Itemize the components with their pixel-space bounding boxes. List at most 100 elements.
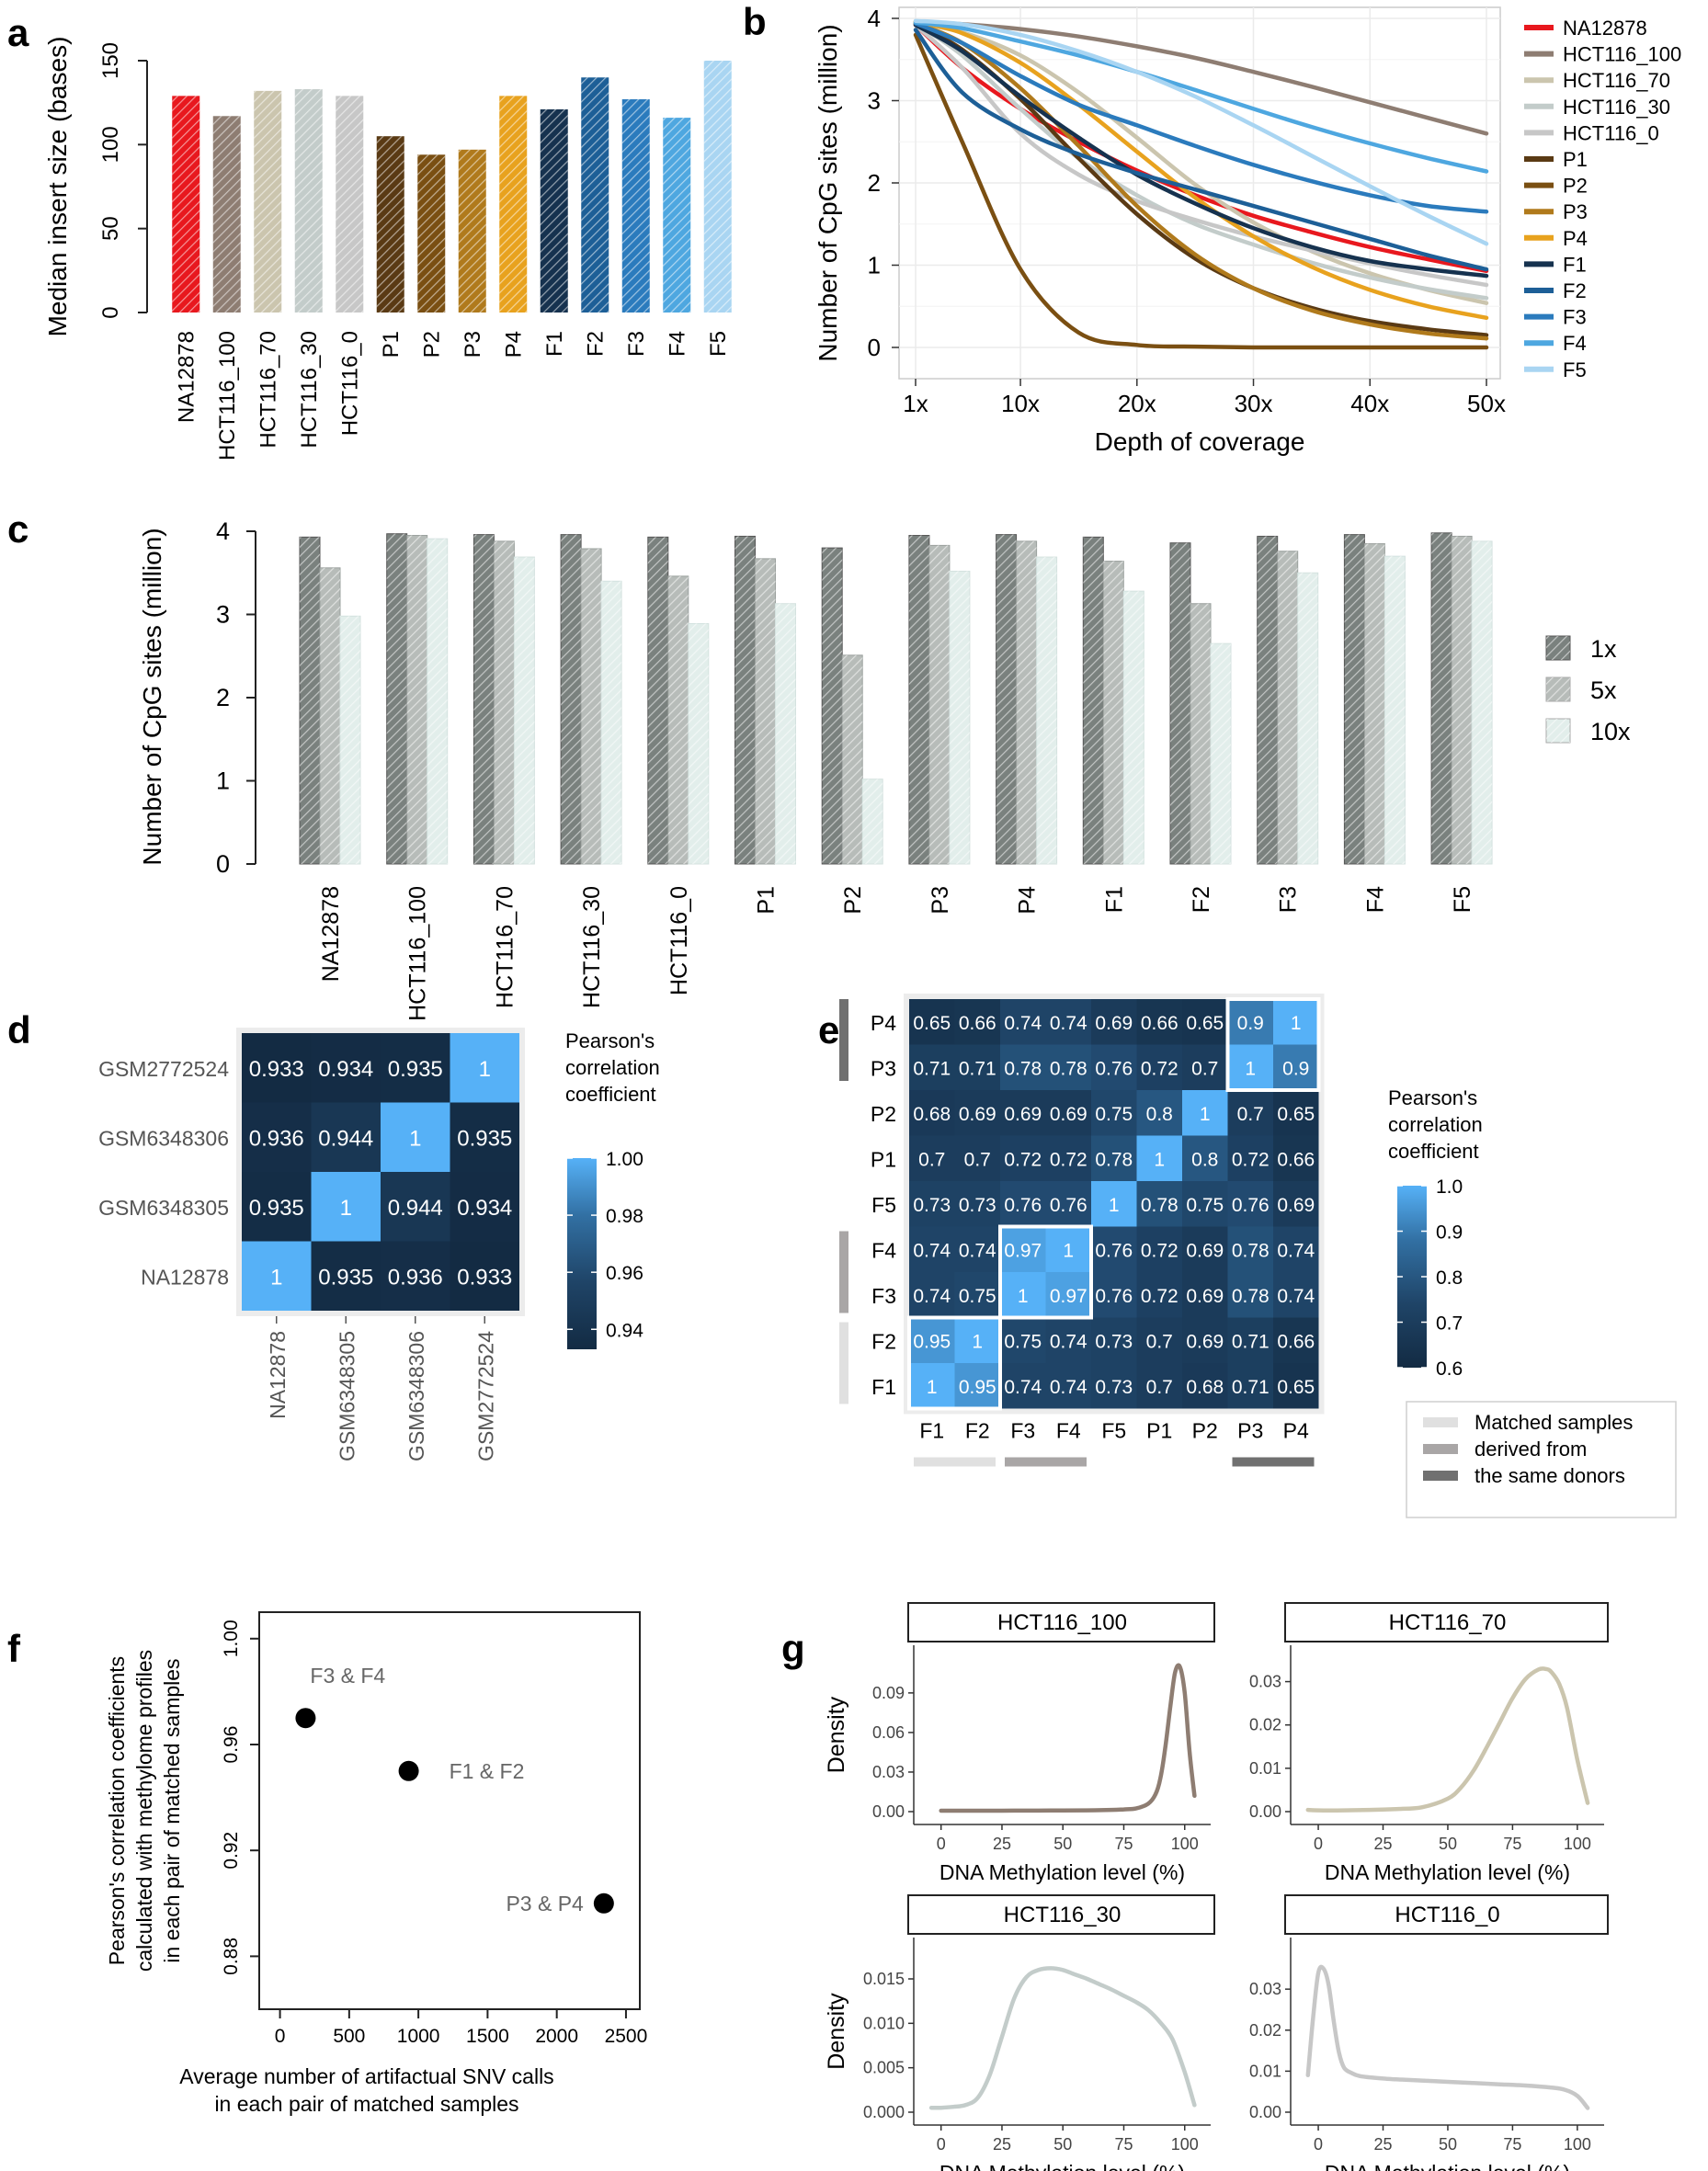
matched-pair-frame xyxy=(1225,997,1321,1092)
x-tick-label-F3: F3 xyxy=(624,331,649,357)
bar-hatch xyxy=(908,535,929,864)
col-label-GSM2772524: GSM2772524 xyxy=(473,1331,497,1461)
y-tick-label: 50 xyxy=(98,216,123,241)
cell-F1-P1 xyxy=(1136,1363,1182,1409)
cell-value: 0.73 xyxy=(1095,1331,1133,1352)
bar-hatch xyxy=(294,89,323,313)
cell-F3-P1 xyxy=(1136,1272,1182,1318)
x-tick-label-HCT116_30: HCT116_30 xyxy=(579,886,605,1008)
x-tick-label: 100 xyxy=(1171,2135,1199,2154)
cell-NA12878-NA12878 xyxy=(242,1241,312,1311)
x-tick-label-P2: P2 xyxy=(419,331,444,358)
y-tick-label: 0.02 xyxy=(1249,1716,1281,1734)
point-P3 & P4 xyxy=(593,1893,614,1914)
cell-value: 0.935 xyxy=(388,1057,443,1082)
y-tick-label: 1 xyxy=(868,252,881,279)
cell-F1-F4 xyxy=(1045,1363,1091,1409)
series-line-HCT116_30 xyxy=(913,21,1489,301)
x-tick-label-HCT116_70: HCT116_70 xyxy=(256,331,280,449)
cell-F2-P2 xyxy=(1182,1317,1228,1363)
point-label: P3 & P4 xyxy=(506,1892,584,1915)
x-tick-label: 75 xyxy=(1114,2135,1133,2154)
legend-label-P2: P2 xyxy=(1563,175,1588,198)
cell-F1-F2 xyxy=(954,1363,1000,1409)
bar-hatch xyxy=(1083,537,1104,864)
x-axis-title-line: in each pair of matched samples xyxy=(214,2092,518,2116)
cell-value: 0.78 xyxy=(1004,1058,1042,1079)
cell-value: 0.71 xyxy=(959,1058,996,1079)
x-tick-label-F1: F1 xyxy=(542,331,567,357)
cell-P1-F1 xyxy=(909,1135,955,1181)
col-label-F3: F3 xyxy=(1010,1419,1035,1443)
bar-hatch xyxy=(822,548,843,864)
cell-value: 0.69 xyxy=(1186,1240,1224,1261)
cell-F3-F5 xyxy=(1091,1272,1137,1318)
x-tick-label-HCT116_100: HCT116_100 xyxy=(215,331,240,460)
cell-value: 0.72 xyxy=(1232,1149,1270,1170)
cell-value: 0.7 xyxy=(918,1149,945,1170)
point-label: F1 & F2 xyxy=(450,1759,525,1783)
cell-P1-F2 xyxy=(954,1135,1000,1181)
x-tick-label-HCT116_0: HCT116_0 xyxy=(337,331,362,436)
cell-F1-F3 xyxy=(1000,1363,1046,1409)
col-label-NA12878: NA12878 xyxy=(266,1331,290,1419)
bar-hatch xyxy=(458,149,486,313)
cell-P1-F5 xyxy=(1091,1135,1137,1181)
cell-value: 0.74 xyxy=(1050,1013,1087,1034)
y-tick-label: 0.92 xyxy=(221,1832,242,1870)
cell-value: 1 xyxy=(1200,1104,1211,1125)
cell-P1-F3 xyxy=(1000,1135,1046,1181)
cell-value: 0.936 xyxy=(249,1126,304,1151)
point-label: F3 & F4 xyxy=(310,1664,385,1688)
series-line-F3 xyxy=(913,21,1489,214)
x-tick-label: 500 xyxy=(333,2026,365,2047)
matched-pair-frame xyxy=(907,1315,1002,1411)
cell-value: 0.78 xyxy=(1050,1058,1087,1079)
cell-F3-P4 xyxy=(1273,1272,1319,1318)
row-label-F3: F3 xyxy=(871,1284,896,1308)
cell-P2-F3 xyxy=(1000,1090,1046,1136)
bar-hatch xyxy=(1016,540,1037,864)
bar-hatch xyxy=(417,154,446,313)
x-tick-label: 25 xyxy=(1373,2135,1392,2154)
x-tick-label: 100 xyxy=(1564,2135,1591,2154)
cell-GSM6348306-GSM2772524 xyxy=(450,1102,519,1172)
bar-hatch xyxy=(1123,591,1144,864)
x-tick-label-P1: P1 xyxy=(379,331,404,358)
y-tick-label: 0.02 xyxy=(1249,2021,1281,2040)
cell-value: 0.75 xyxy=(1004,1331,1042,1352)
density-curve-HCT116_30 xyxy=(928,1966,1197,2110)
colorbar-label: 0.98 xyxy=(606,1206,643,1227)
row-label-P4: P4 xyxy=(871,1011,896,1035)
x-tick-label: 0 xyxy=(1314,2135,1323,2154)
cell-value: 0.78 xyxy=(1232,1286,1270,1307)
x-tick-label-NA12878: NA12878 xyxy=(318,886,344,982)
x-tick-label: 0 xyxy=(275,2026,286,2047)
x-tick-label-F2: F2 xyxy=(1189,886,1214,913)
colorbar-label: 1.0 xyxy=(1436,1176,1463,1198)
cell-value: 0.74 xyxy=(1277,1286,1315,1307)
bar-hatch xyxy=(172,96,200,313)
bar-hatch xyxy=(473,534,495,864)
cell-value: 0.65 xyxy=(1277,1377,1315,1398)
x-axis-title-line: Average number of artifactual SNV calls xyxy=(179,2064,553,2088)
cell-value: 1 xyxy=(972,1331,983,1352)
bar-hatch xyxy=(561,534,582,864)
cell-value: 0.935 xyxy=(249,1196,304,1221)
x-tick-label-HCT116_100: HCT116_100 xyxy=(405,886,431,1021)
panel-d-correlation-heatmap: GSM2772524 0.933 0.934 0.935 1 GSM6348306 0.93… xyxy=(98,1028,660,1461)
colorbar-label: 0.96 xyxy=(606,1263,643,1284)
y-axis-title: Density xyxy=(824,1993,849,2070)
bar-hatch xyxy=(734,536,756,864)
cell-value: 0.74 xyxy=(959,1240,996,1261)
group-bar-left-light xyxy=(839,1322,848,1404)
y-tick-label: 0.015 xyxy=(863,1970,905,1988)
legend-label-F1: F1 xyxy=(1563,253,1587,276)
facet-strip-HCT116_0 xyxy=(1284,1894,1609,1935)
cell-value: 0.78 xyxy=(1141,1195,1179,1216)
legend-hatch xyxy=(1546,677,1570,701)
legend-label-F3: F3 xyxy=(1563,306,1587,329)
x-tick-label: 0 xyxy=(937,1835,946,1853)
legend-title-line: coefficient xyxy=(1388,1140,1479,1163)
cell-value: 1 xyxy=(1109,1195,1120,1216)
